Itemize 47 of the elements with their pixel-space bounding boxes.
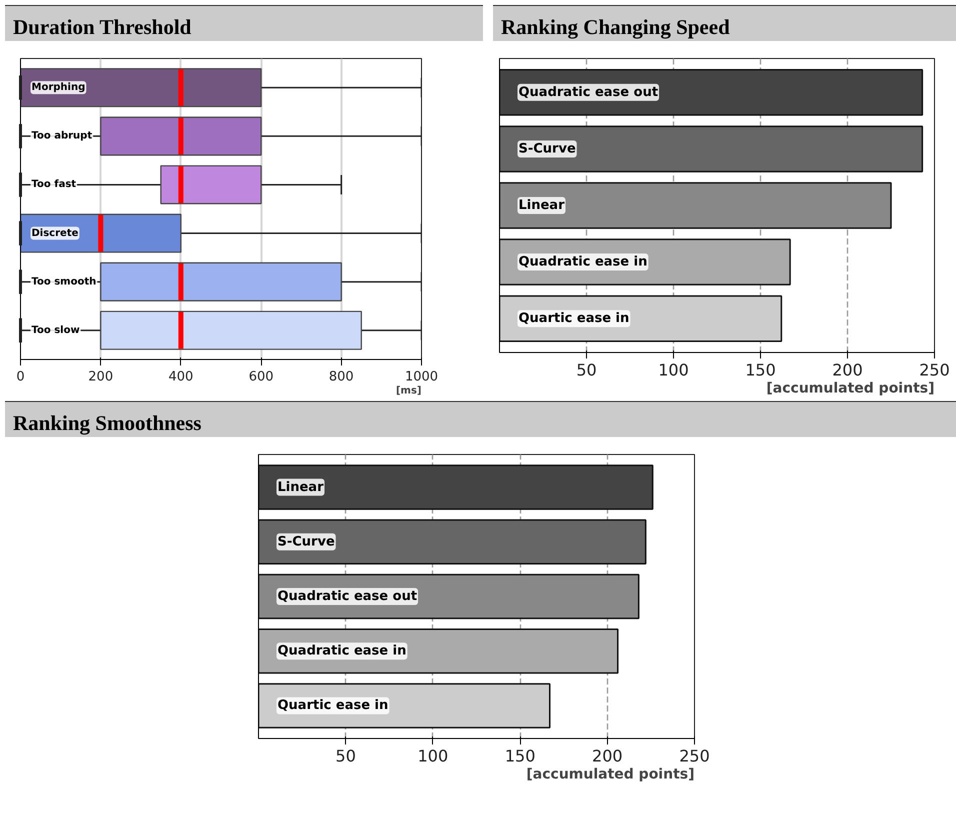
x-tick-label: 250 (679, 746, 710, 766)
y-tick-label: Quartic ease in (278, 698, 388, 714)
x-tick-label: 200 (88, 370, 114, 384)
chart-title: Ranking Changing Speed (501, 14, 730, 41)
bar (500, 182, 892, 229)
chart-title: Duration Threshold (13, 14, 192, 41)
bar (258, 628, 619, 674)
y-tick-label: Linear (278, 480, 324, 495)
x-tick-label: 50 (576, 360, 597, 380)
x-tick-label: 1000 (404, 370, 438, 384)
x-tick-label: 0 (16, 370, 25, 384)
y-tick-label: Discrete (32, 228, 79, 239)
y-tick-label: Quadratic ease out (518, 84, 658, 100)
x-tick-label: 200 (592, 746, 623, 766)
y-tick-label: Too slow (32, 324, 80, 336)
x-axis-title: [accumulated points] (766, 380, 934, 396)
y-tick-label: Too smooth (32, 276, 96, 288)
x-axis-title: [accumulated points] (526, 766, 694, 782)
y-tick-label: S-Curve (518, 141, 576, 156)
x-tick-label: 250 (919, 360, 950, 380)
x-tick-label: 150 (504, 746, 536, 766)
y-tick-label: Quadratic ease out (278, 589, 418, 604)
x-tick-label: 800 (328, 370, 354, 384)
y-tick-label: Quadratic ease in (518, 254, 648, 270)
x-tick-label: 100 (418, 746, 448, 766)
x-tick-label: 600 (248, 370, 274, 384)
chart-title: Ranking Smoothness (13, 410, 202, 437)
y-tick-label: Linear (518, 198, 566, 213)
bar (258, 519, 646, 564)
bar (500, 295, 782, 342)
x-tick-label: 100 (658, 360, 689, 380)
bar (258, 683, 550, 728)
bar (500, 69, 924, 116)
bar (258, 464, 654, 510)
y-tick-label: Too fast (32, 179, 76, 190)
x-tick-label: 50 (336, 746, 356, 766)
x-tick-label: 200 (832, 360, 863, 380)
x-tick-label: 400 (168, 370, 194, 384)
bar (500, 126, 924, 172)
bar (258, 574, 640, 620)
y-tick-label: Too abrupt (32, 130, 92, 142)
y-tick-label: Quartic ease in (518, 311, 630, 326)
x-tick-label: 150 (745, 360, 776, 380)
x-axis-title: [ms] (396, 386, 422, 396)
y-tick-label: S-Curve (278, 534, 335, 550)
y-tick-label: Morphing (32, 82, 86, 94)
y-tick-label: Quadratic ease in (278, 644, 406, 659)
